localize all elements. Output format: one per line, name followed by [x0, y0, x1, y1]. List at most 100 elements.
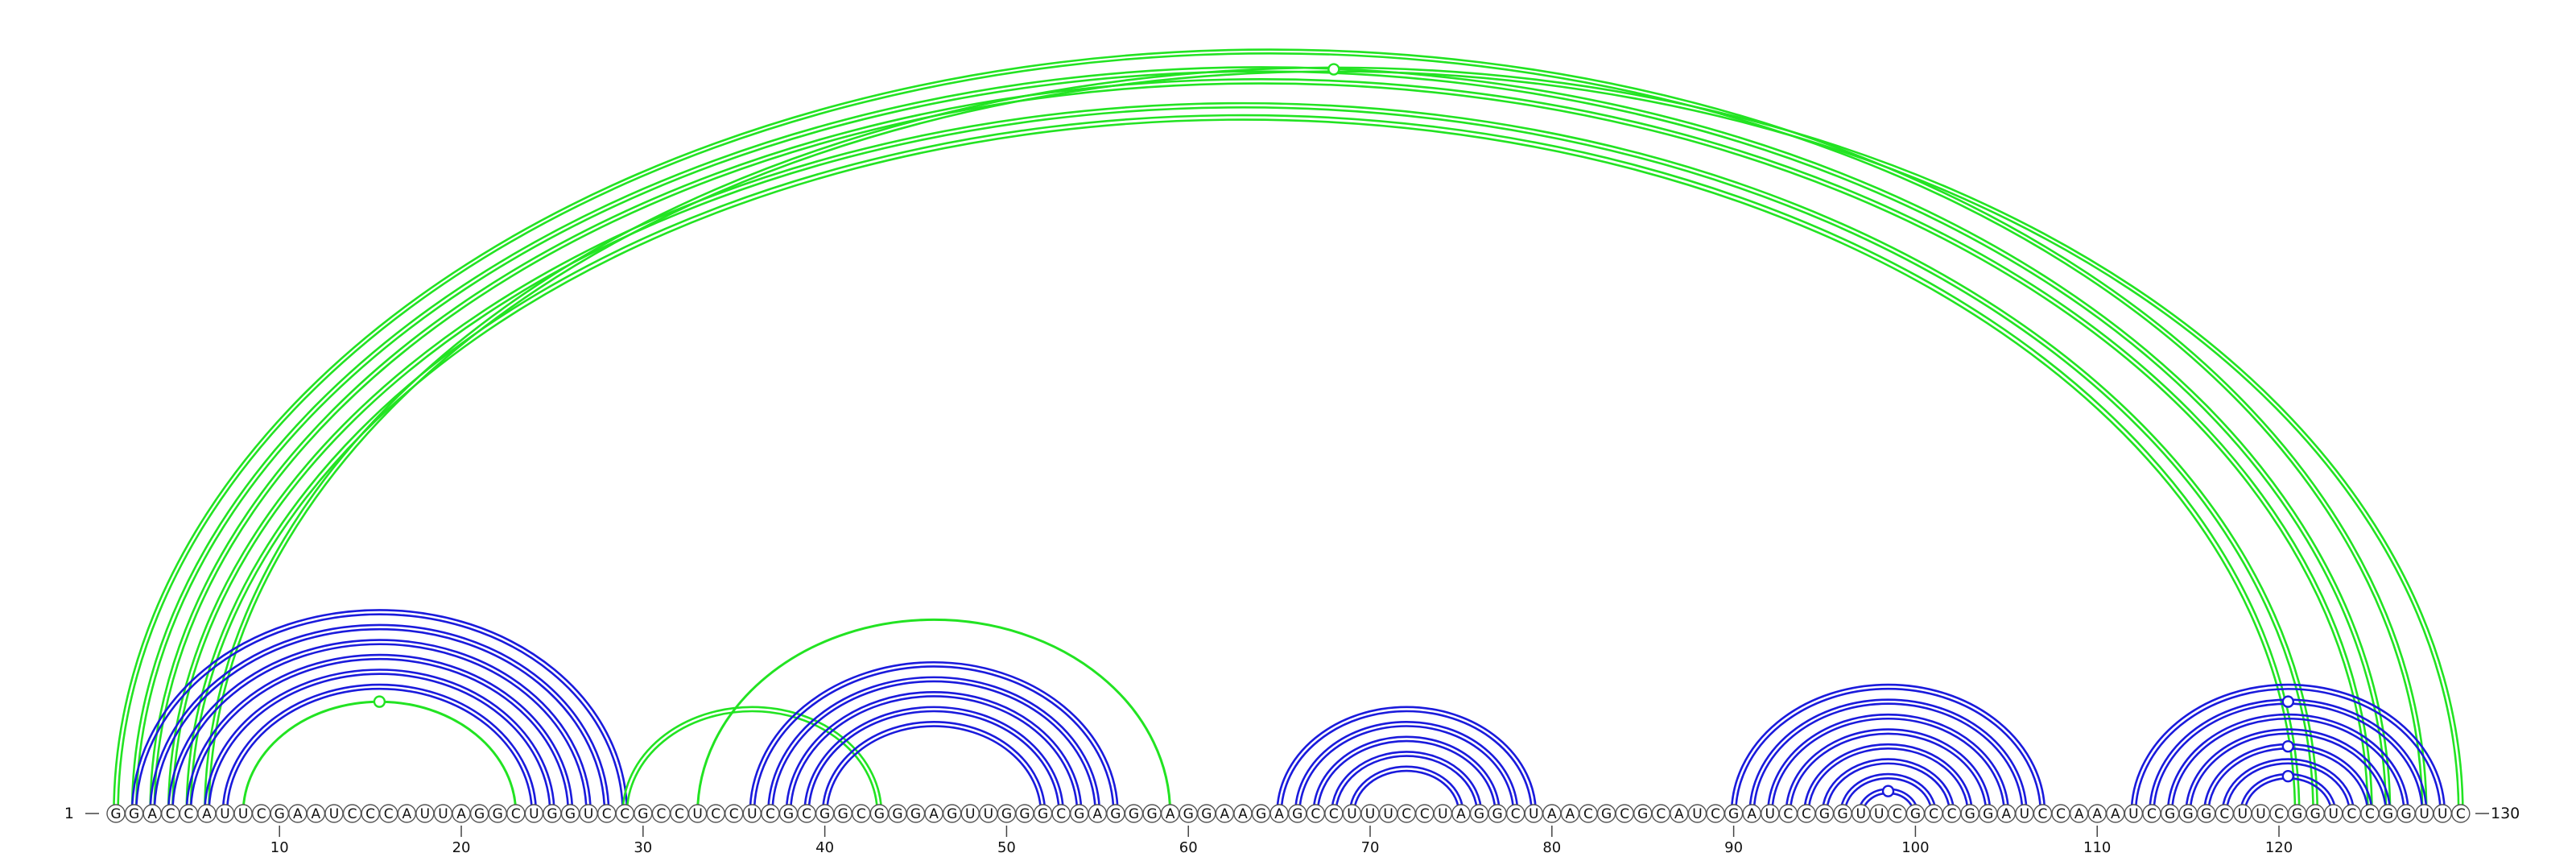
arc-3-125: [149, 78, 2373, 814]
nucleotide-letter: G: [1201, 806, 1212, 822]
nucleotide-letter: U: [1529, 806, 1538, 822]
nucleotide-letter: C: [766, 806, 775, 822]
arc-stroke: [153, 627, 606, 814]
nucleotide-71: U: [1378, 804, 1398, 823]
nucleotide-letter: G: [892, 806, 902, 822]
arc-stroke: [625, 710, 879, 814]
arc-65-79: [1276, 706, 1538, 814]
nucleotide-letter: G: [2165, 806, 2175, 822]
arc-5-121: [185, 114, 2301, 814]
nucleotide-19: U: [433, 804, 453, 823]
arc-stroke: [1839, 772, 1937, 814]
arc-5-26: [185, 653, 574, 814]
arc-stroke: [1771, 717, 2006, 814]
axis-tick-110: 110: [2083, 826, 2111, 856]
nucleotide-letter: U: [584, 806, 593, 822]
axis-tick-80: 80: [1542, 826, 1561, 856]
axis-tick-60: 60: [1179, 826, 1198, 856]
nucleotide-111: A: [2106, 804, 2125, 823]
nucleotide-letter: G: [2401, 806, 2411, 822]
nucleotide-letter: C: [620, 806, 630, 822]
nucleotide-65: A: [1269, 804, 1289, 823]
nucleotide-9: C: [251, 804, 271, 823]
nucleotide-46: A: [924, 804, 943, 823]
nucleotide-123: U: [2324, 804, 2343, 823]
nucleotide-letter: U: [692, 806, 702, 822]
nucleotide-22: G: [488, 804, 507, 823]
nucleotide-13: U: [324, 804, 344, 823]
nucleotide-121: G: [2287, 804, 2307, 823]
nucleotide-letter: G: [1492, 806, 1502, 822]
nucleotide-letter: A: [1166, 806, 1175, 822]
nucleotide-54: G: [1070, 804, 1089, 823]
nucleotide-letter: A: [2001, 806, 2011, 822]
nucleotide-66: G: [1287, 804, 1307, 823]
nucleotide-44: G: [888, 804, 907, 823]
arc-39-53: [803, 706, 1065, 814]
axis-tick-90: 90: [1724, 826, 1743, 856]
arc-stroke: [789, 695, 1079, 814]
tick-label: 90: [1724, 839, 1743, 856]
nucleotide-letter: G: [275, 806, 285, 822]
arc-7-24: [221, 683, 538, 814]
arc-6-130: [204, 63, 2464, 814]
nucleotide-118: U: [2233, 804, 2252, 823]
arc-stroke: [1821, 758, 1955, 814]
axis-tick-100: 100: [1901, 826, 1930, 856]
arc-stroke: [2130, 683, 2446, 814]
nucleotide-109: A: [2069, 804, 2089, 823]
nucleotide-67: C: [1306, 804, 1325, 823]
nucleotide-letter: C: [675, 806, 684, 822]
arc-68-76: [1330, 751, 1483, 814]
nucleotide-55: A: [1088, 804, 1108, 823]
nucleotide-64: G: [1251, 804, 1271, 823]
nucleotide-letter: G: [1256, 806, 1266, 822]
arc-stroke: [621, 706, 883, 814]
nucleotide-57: G: [1124, 804, 1144, 823]
arc-stroke: [1752, 702, 2024, 814]
nucleotide-letter: U: [529, 806, 539, 822]
nucleotide-letter: G: [1110, 806, 1121, 822]
nucleotide-letter: A: [1220, 806, 1230, 822]
nucleotide-84: C: [1615, 804, 1634, 823]
nucleotide-letter: C: [2456, 806, 2466, 822]
nucleotide-1: G: [106, 804, 126, 823]
arc-stroke: [1730, 683, 2046, 814]
nucleotide-letter: C: [1783, 806, 1793, 822]
nucleotide-letter: G: [110, 806, 121, 822]
nucleotide-letter: C: [2365, 806, 2375, 822]
arc-116-125: [2202, 739, 2373, 814]
nucleotide-95: G: [1814, 804, 1835, 823]
nucleotide-36: U: [742, 804, 762, 823]
nucleotide-letter: A: [402, 806, 411, 822]
nucleotide-99: C: [1888, 804, 1907, 823]
nucleotide-29: C: [615, 804, 634, 823]
arc-stroke: [753, 665, 1115, 814]
arc-stroke: [149, 623, 610, 814]
nucleotide-128: U: [2414, 804, 2434, 823]
nucleotide-93: C: [1778, 804, 1798, 823]
arc-stroke: [185, 653, 574, 814]
arc-94-103: [1803, 743, 1974, 814]
nucleotide-letter: C: [2056, 806, 2066, 822]
arc-66-78: [1294, 721, 1519, 814]
arc-95-102: [1821, 758, 1955, 814]
arc-3-28: [149, 623, 610, 814]
nucleotide-letter: U: [1874, 806, 1884, 822]
nucleotide-21: G: [469, 804, 489, 823]
nucleotide-6: A: [197, 804, 217, 823]
arc-stroke: [117, 52, 2424, 814]
arc-93-104: [1785, 728, 1992, 814]
arc-stroke: [1843, 777, 1933, 814]
arc-112-129: [2130, 683, 2446, 814]
nucleotide-letter: G: [493, 806, 503, 822]
nucleotide-112: U: [2124, 804, 2144, 823]
nucleotide-letter: U: [747, 806, 757, 822]
arc-stroke: [167, 101, 2319, 814]
arc-stroke: [1734, 687, 2042, 814]
nucleotide-letter: C: [802, 806, 811, 822]
nucleotide-86: C: [1651, 804, 1671, 823]
nucleotide-28: C: [597, 804, 617, 823]
nucleotide-12: A: [306, 804, 326, 823]
nucleotide-116: G: [2196, 804, 2216, 823]
